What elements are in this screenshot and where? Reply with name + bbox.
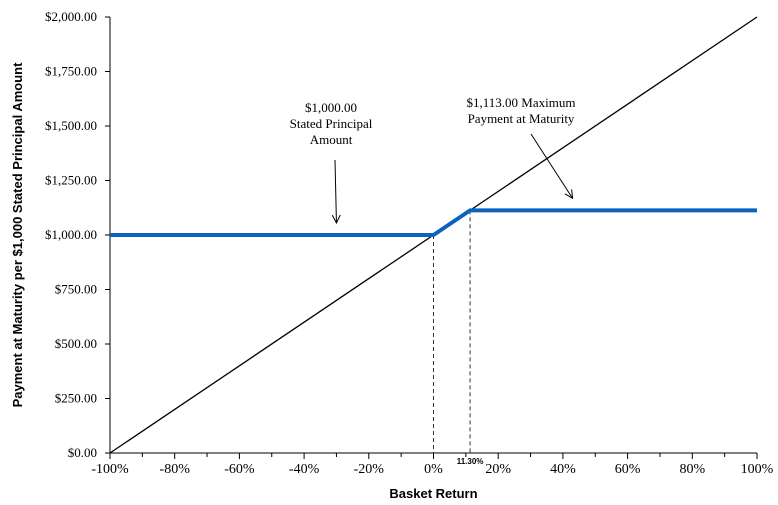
reference-lines: [433, 210, 471, 453]
series-line-payment: [110, 208, 757, 237]
y-tick-label: $1,000.00: [45, 227, 97, 242]
annotation-line: $1,113.00 Maximum: [467, 95, 576, 110]
y-tick-label: $1,500.00: [45, 118, 97, 133]
annotation-arrow: [530, 133, 573, 198]
cap-level-label: 11.30%: [457, 457, 484, 466]
annotation-line: Amount: [310, 132, 353, 147]
y-tick-label: $2,000.00: [45, 9, 97, 24]
x-tick-label: 0%: [424, 462, 443, 477]
x-tick-label: -20%: [354, 462, 385, 477]
x-tick-label: 80%: [679, 462, 705, 477]
y-tick-label: $1,750.00: [45, 64, 97, 79]
annotations: $1,000.00 Stated Principal Amount $1,113.00…: [290, 95, 576, 223]
y-tick-label: $500.00: [55, 336, 97, 351]
y-tick-label: $0.00: [68, 445, 97, 460]
y-tick-label: $1,250.00: [45, 173, 97, 188]
x-tick-label: 100%: [741, 462, 774, 477]
y-tick-label: $250.00: [55, 391, 97, 406]
annotation-arrow: [335, 159, 336, 223]
annotation-text: $1,000.00 Stated Principal Amount: [290, 100, 373, 147]
x-tick-label: -80%: [160, 462, 191, 477]
x-tick-label: -60%: [224, 462, 255, 477]
y-axis-title: Payment at Maturity per $1,000 Stated Pr…: [10, 62, 25, 408]
annotation-line: Payment at Maturity: [468, 111, 575, 126]
x-axis-title: Basket Return: [389, 486, 477, 501]
x-tick-label: -100%: [91, 462, 129, 477]
x-tick-label: 60%: [615, 462, 641, 477]
tick-labels: $0.00 $250.00 $500.00 $750.00 $1,000.00 $1,25…: [10, 9, 774, 501]
annotation-line: $1,000.00: [305, 100, 357, 115]
x-tick-label: 20%: [485, 462, 511, 477]
x-tick-label: 40%: [550, 462, 576, 477]
annotation-text: $1,113.00 Maximum Payment at Maturity: [467, 95, 576, 126]
y-tick-label: $750.00: [55, 282, 97, 297]
series-group: [109, 16, 758, 454]
annotation-line: Stated Principal: [290, 116, 373, 131]
x-tick-label: -40%: [289, 462, 320, 477]
